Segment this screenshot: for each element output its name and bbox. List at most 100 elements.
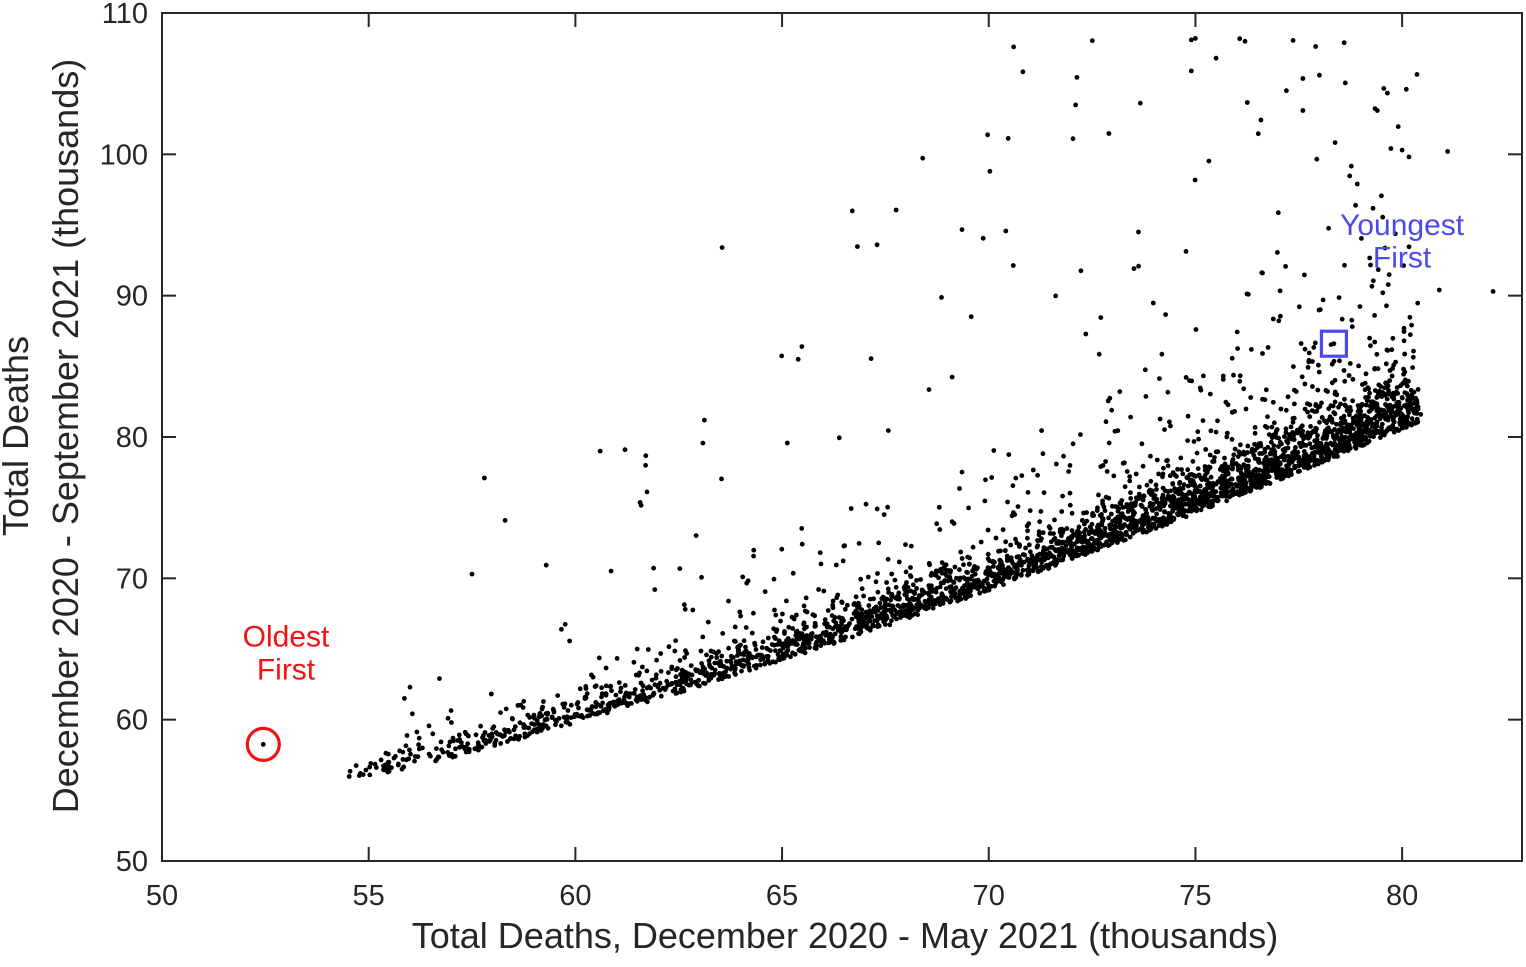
data-point [1136, 263, 1141, 269]
data-point [383, 750, 389, 756]
data-point [1270, 316, 1276, 322]
data-point [386, 759, 392, 765]
data-point [1281, 457, 1287, 463]
data-point [1324, 436, 1329, 441]
data-point [503, 729, 509, 735]
data-point [621, 697, 627, 703]
data-point [898, 615, 903, 620]
data-point [1015, 568, 1020, 574]
data-point [1120, 505, 1126, 510]
data-point [414, 729, 420, 735]
data-point [1275, 210, 1281, 216]
data-point [1100, 501, 1106, 507]
data-point [658, 668, 664, 674]
data-point [1285, 445, 1291, 451]
data-point [358, 771, 363, 776]
y-tick-label: 50 [116, 846, 148, 878]
data-point [625, 703, 630, 709]
data-point [1027, 508, 1033, 513]
data-point [1368, 262, 1373, 268]
x-tick-label: 55 [353, 880, 385, 912]
data-point [1078, 432, 1083, 437]
data-point [1258, 117, 1264, 123]
data-point [853, 608, 859, 614]
data-point [1285, 440, 1291, 446]
data-point [799, 631, 805, 637]
data-point [1298, 425, 1304, 431]
data-point [412, 758, 417, 764]
data-point [1231, 372, 1236, 378]
data-point [420, 745, 425, 751]
data-point [1003, 228, 1009, 234]
data-point [1020, 69, 1026, 75]
data-point [1343, 444, 1349, 450]
data-point [558, 723, 564, 729]
data-point [1402, 377, 1408, 383]
data-point [1168, 423, 1173, 429]
data-point [929, 583, 934, 589]
data-point [908, 588, 914, 594]
data-point [1105, 398, 1111, 404]
data-point [949, 374, 955, 380]
data-point [1052, 517, 1057, 523]
data-point [1142, 367, 1148, 373]
oldest-first-circle-marker [245, 726, 281, 763]
data-point [1363, 434, 1369, 440]
data-point [1099, 522, 1105, 528]
data-point [353, 763, 359, 768]
data-point [1295, 429, 1301, 434]
data-point [1300, 76, 1306, 81]
data-point [575, 713, 581, 719]
data-point [1170, 493, 1176, 499]
data-point [849, 616, 855, 622]
data-point [682, 655, 687, 660]
data-point [1060, 493, 1065, 499]
data-point [1341, 368, 1347, 373]
data-point [848, 506, 854, 511]
data-point [768, 648, 773, 653]
data-point [378, 757, 384, 763]
data-point [1201, 373, 1206, 379]
data-point [680, 679, 686, 685]
data-point [1336, 404, 1341, 410]
data-point [1256, 441, 1262, 447]
data-point [961, 562, 966, 568]
data-point [1161, 465, 1166, 471]
data-point [1367, 408, 1373, 414]
data-point [1374, 351, 1380, 357]
data-point [1166, 511, 1171, 516]
data-point [845, 623, 851, 629]
data-point [1096, 540, 1102, 546]
data-point [967, 585, 972, 591]
data-point [551, 707, 556, 713]
data-point [568, 702, 574, 708]
data-point [1067, 490, 1073, 496]
data-point [1159, 523, 1165, 529]
data-point [948, 589, 954, 595]
data-point [603, 706, 608, 712]
data-point [666, 670, 671, 675]
data-point [1019, 473, 1025, 478]
data-point [1222, 455, 1227, 461]
data-point [453, 746, 458, 752]
x-tick-label: 75 [1179, 880, 1211, 912]
data-point [779, 546, 785, 552]
data-point [505, 739, 510, 744]
data-point [859, 586, 865, 592]
data-point [609, 688, 614, 694]
data-point [1012, 575, 1018, 581]
data-point [859, 622, 864, 628]
data-point [1067, 502, 1073, 508]
data-point [1106, 440, 1112, 446]
data-point [732, 638, 737, 644]
data-point [643, 453, 649, 459]
data-point [980, 235, 986, 241]
data-point [875, 613, 880, 619]
data-point [1105, 543, 1111, 548]
data-point [1039, 536, 1044, 541]
data-point [1081, 529, 1087, 535]
data-point [1177, 479, 1183, 485]
data-point [1080, 544, 1086, 550]
data-point [1339, 316, 1345, 322]
data-point [631, 691, 637, 696]
